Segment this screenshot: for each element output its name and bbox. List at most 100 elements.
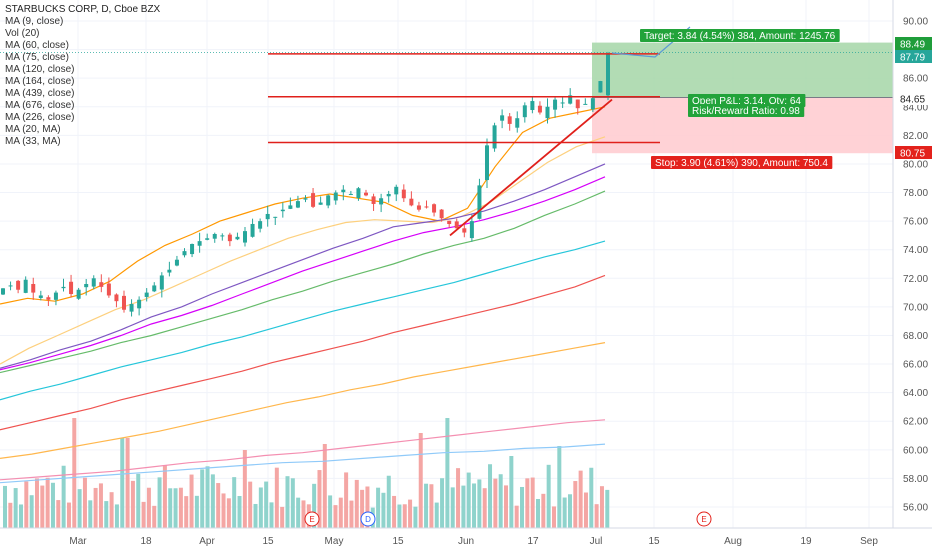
volume-bar <box>45 477 50 528</box>
y-tick-label: 60.00 <box>903 445 928 456</box>
volume-bar <box>413 506 418 528</box>
volume-bar <box>397 504 402 528</box>
candle-body <box>91 278 96 287</box>
volume-bar <box>477 479 482 528</box>
volume-bar <box>466 472 471 528</box>
candle-body <box>560 102 565 104</box>
volume-bar <box>456 468 461 528</box>
event-marker-circle <box>360 511 376 527</box>
moving-averages <box>0 106 606 484</box>
volume-bar <box>210 474 215 528</box>
target-label-bg <box>640 29 840 42</box>
volume-bar <box>56 500 61 528</box>
candle-body <box>553 99 558 110</box>
y-tick-label: 72.00 <box>903 274 928 285</box>
chart-legend: STARBUCKS CORP, D, Cboe BZX MA (9, close… <box>5 4 160 148</box>
candle-body <box>462 228 467 233</box>
legend-study: MA (676, close) <box>5 100 75 111</box>
candle-body <box>295 201 300 208</box>
event-marker: E <box>304 511 320 527</box>
candle-body <box>394 186 399 195</box>
candle-body <box>477 185 482 219</box>
event-marker: D <box>360 511 376 527</box>
candle-body <box>530 101 535 111</box>
candle-body <box>364 192 368 196</box>
price-label: 88.49 <box>900 40 925 51</box>
candle-body <box>38 295 43 298</box>
volume-bar <box>200 469 205 528</box>
volume-bar <box>104 501 109 528</box>
y-tick-label: 66.00 <box>903 360 928 371</box>
candle-body <box>288 205 293 209</box>
candle-body <box>235 236 240 240</box>
candle-body <box>537 105 542 113</box>
volume-bar <box>194 495 199 528</box>
volume-bar <box>514 505 519 528</box>
ma-line <box>0 240 606 401</box>
volume-bar <box>157 477 162 528</box>
stop-label-bg <box>651 156 833 169</box>
candle-body <box>197 241 202 246</box>
volume-bar <box>280 506 285 528</box>
candle-body <box>356 188 361 199</box>
volume-bar <box>221 493 226 528</box>
candle-body <box>303 198 308 200</box>
volume-bar <box>184 496 189 528</box>
candle-body <box>174 259 179 266</box>
candle-body <box>606 53 610 96</box>
volume-bar <box>189 474 194 528</box>
volume-bar <box>525 478 530 528</box>
volume-bar <box>178 487 183 528</box>
candle-body <box>326 195 331 206</box>
x-axis: Mar 18 Apr 15 May 15 Jun 17 Jul 15 Aug 19 Sep <box>0 527 932 547</box>
volume-bar <box>242 450 247 528</box>
legend-title: STARBUCKS CORP, D, Cboe BZX <box>5 4 161 15</box>
volume-bar <box>498 474 503 528</box>
event-marker-circle <box>696 511 712 527</box>
volume-bar <box>61 465 66 528</box>
candle-body <box>439 209 444 219</box>
legend-study: MA (439, close) <box>5 88 75 99</box>
y-tick-label: 74.00 <box>903 245 928 256</box>
volume-bar <box>402 504 407 528</box>
volume-bar <box>34 478 39 528</box>
volume-bar <box>365 486 370 528</box>
candle-body <box>16 280 21 290</box>
y-tick-label: 64.00 <box>903 388 928 399</box>
volume-bar <box>248 481 253 528</box>
pnl-label: Open P&L: 3.14, Qty: 64 <box>692 96 801 107</box>
volume-bar <box>536 498 540 528</box>
candle-body <box>159 275 164 290</box>
volume-bar <box>93 487 98 528</box>
candle-body <box>8 285 13 287</box>
ma-line <box>0 274 606 431</box>
x-tick-label: Jun <box>458 536 474 547</box>
price-label-bg <box>895 50 932 63</box>
volume-bar <box>109 492 114 528</box>
horizontal-lines <box>268 53 660 144</box>
candle-body <box>598 81 603 93</box>
volume-bar <box>264 481 269 528</box>
volume-bar <box>349 500 354 528</box>
volume-bar <box>296 497 301 528</box>
candle-body <box>522 105 527 118</box>
legend-study: MA (20, MA) <box>5 124 61 135</box>
candle-body <box>46 297 51 300</box>
y-tick-label: 86.00 <box>903 74 928 85</box>
pnl-label-bg <box>688 94 806 107</box>
target-zone <box>592 42 893 98</box>
x-tick-label: 17 <box>527 536 539 547</box>
volume-bar <box>114 504 119 528</box>
candle-body <box>386 193 391 197</box>
price-label-bg <box>895 37 932 50</box>
volume-bar <box>130 480 135 528</box>
y-axis: 56.00 58.00 60.00 62.00 64.00 66.00 68.00 70.00… <box>892 0 932 528</box>
volume-bar <box>599 486 604 528</box>
candle-body <box>575 99 580 109</box>
volume-bar <box>18 504 23 528</box>
volume-bar <box>216 483 221 528</box>
y-tick-label: 82.00 <box>903 131 928 142</box>
volume-bar <box>461 485 466 528</box>
volume-bar <box>125 438 130 528</box>
